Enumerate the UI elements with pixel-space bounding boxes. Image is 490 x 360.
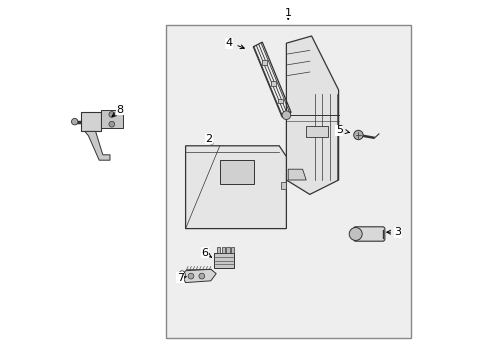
Bar [166,25,411,338]
Text: 1: 1 [285,8,292,18]
Text: 6: 6 [201,248,208,258]
Text: 7: 7 [176,273,184,283]
Text: 5: 5 [336,125,343,135]
Text: 3: 3 [394,227,401,237]
Polygon shape [101,110,122,128]
Bar [278,99,283,103]
Bar [221,247,225,253]
Bar [81,112,101,131]
Circle shape [109,121,115,127]
Circle shape [188,273,194,279]
Text: 2: 2 [205,134,213,144]
Text: 8: 8 [116,105,123,115]
Bar [270,81,275,86]
Circle shape [199,273,205,279]
Bar [226,247,229,253]
Circle shape [349,228,362,240]
Bar [231,247,234,253]
Circle shape [72,118,78,125]
Text: 4: 4 [225,38,232,48]
FancyBboxPatch shape [354,227,385,241]
Bar [220,160,254,184]
Polygon shape [85,131,110,160]
Circle shape [354,130,363,140]
Circle shape [282,111,291,120]
Polygon shape [306,126,328,137]
Polygon shape [286,36,339,194]
Polygon shape [182,269,216,283]
Bar [262,60,267,65]
Polygon shape [281,182,286,189]
Polygon shape [288,169,306,180]
Bar [215,253,234,268]
Polygon shape [186,146,286,229]
Bar [217,247,220,253]
Circle shape [109,112,115,117]
